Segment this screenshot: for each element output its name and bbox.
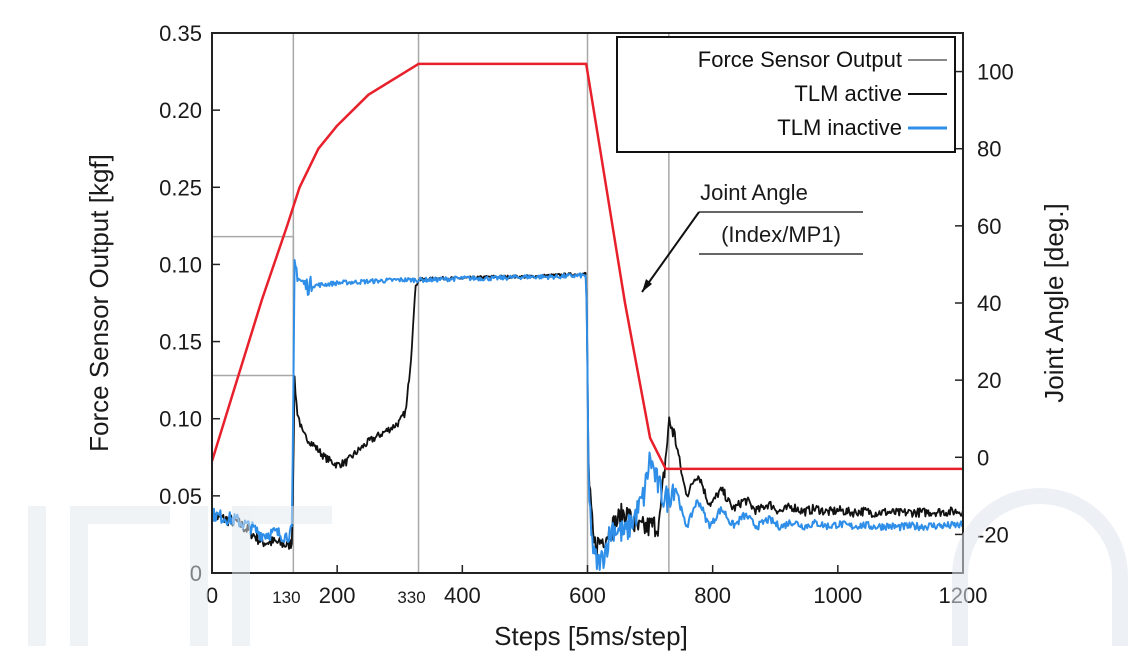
y2-tick-label-4: 60 [977, 214, 1001, 239]
y2-tick-label-3: 40 [977, 291, 1001, 316]
plot-area [210, 33, 964, 573]
legend: Force Sensor Output TLM active TLM inact… [616, 36, 956, 153]
legend-label-tlm-active: TLM active [794, 81, 902, 106]
y-tick-label-1: 0.05 [159, 484, 202, 509]
x-tick-label-3: 600 [569, 583, 606, 608]
x-extra-tick-label-1: 330 [397, 588, 425, 607]
y2-tick-label-5: 80 [977, 137, 1001, 162]
y2-tick-label-2: 20 [977, 368, 1001, 393]
x-axis-title: Steps [5ms/step] [494, 621, 688, 651]
y-tick-label-6: 0.20 [159, 98, 202, 123]
y-tick-label-0: 0 [190, 561, 202, 586]
x-extra-tick-label-0: 130 [272, 588, 300, 607]
annotation-line-1: Joint Angle [700, 180, 808, 205]
series-line-tlm-inactive [211, 259, 964, 571]
y-axis-title: Force Sensor Output [kgf] [84, 154, 114, 452]
legend-box [616, 36, 956, 153]
joint-angle-annotation: Joint Angle (Index/MP1) [641, 180, 863, 293]
x-tick-label-6: 1200 [939, 583, 988, 608]
y2-axis-title: Joint Angle [deg.] [1039, 203, 1069, 402]
legend-label-tlm-inactive: TLM inactive [777, 115, 902, 140]
x-tick-label-4: 800 [694, 583, 731, 608]
y-tick-label-5: 0.25 [159, 175, 202, 200]
y-tick-label-2: 0.10 [159, 407, 202, 432]
y-tick-label-7: 0.35 [159, 21, 202, 46]
y2-tick-label-1: 0 [977, 445, 989, 470]
x-tick-label-5: 1000 [813, 583, 862, 608]
y2-tick-label-6: 100 [977, 60, 1014, 85]
x-tick-label-2: 400 [444, 583, 481, 608]
y-tick-label-3: 0.15 [159, 330, 202, 355]
y-tick-label-4: 0.10 [159, 252, 202, 277]
legend-label-force-sensor: Force Sensor Output [698, 47, 902, 72]
annotation-line-2: (Index/MP1) [721, 222, 841, 247]
x-tick-label-1: 200 [319, 583, 356, 608]
series-line-joint-angle [210, 62, 963, 471]
y2-tick-label-0: -20 [977, 522, 1009, 547]
annotation-arrow [641, 211, 700, 293]
annotation-arrowhead [642, 279, 652, 292]
x-tick-label-0: 0 [206, 583, 218, 608]
